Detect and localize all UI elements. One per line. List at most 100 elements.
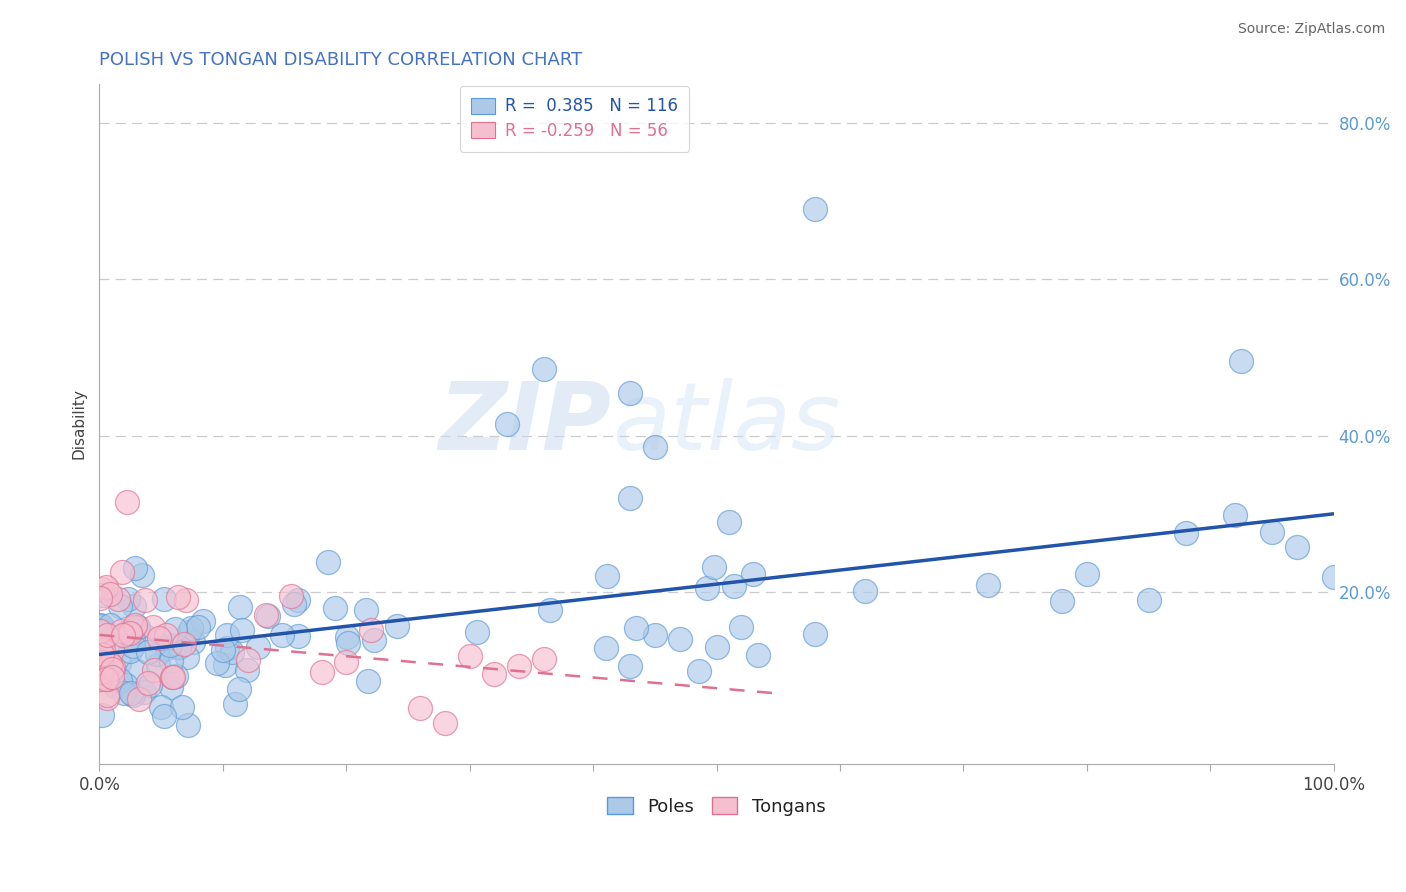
Point [153,592,176,607]
Point [160,680,183,694]
Point [214,657,236,672]
Point [138,645,160,659]
Point [257,608,280,623]
Point [730,620,752,634]
Point [156,640,179,655]
Point [101,662,124,676]
Point [127,620,149,634]
Point [142,620,165,634]
Point [90,665,112,680]
Point [110,624,132,638]
Point [112,686,135,700]
Point [91,619,114,633]
Point [148,658,170,673]
Point [160,670,183,684]
Point [101,659,124,673]
Point [120,685,142,699]
Point [104,679,127,693]
Point [316,555,339,569]
Point [212,642,235,657]
Point [96,691,118,706]
Point [148,631,170,645]
Point [98,667,121,681]
Point [98,587,121,601]
Point [357,674,380,689]
Point [89,591,111,605]
Point [162,669,184,683]
Point [619,491,641,506]
Point [508,658,530,673]
Point [172,700,194,714]
Point [311,665,333,679]
Point [363,632,385,647]
Point [280,589,302,603]
Point [111,628,134,642]
Point [117,592,139,607]
Point [96,688,118,702]
Point [287,629,309,643]
Point [101,670,124,684]
Point [804,627,827,641]
Point [619,659,641,673]
Point [118,644,141,658]
Point [644,441,666,455]
Point [89,618,111,632]
Legend: Poles, Tongans: Poles, Tongans [600,789,832,822]
Point [804,202,827,216]
Point [287,592,309,607]
Point [96,580,118,594]
Point [254,608,277,623]
Point [96,672,118,686]
Point [91,666,114,681]
Point [160,654,183,668]
Point [246,640,269,654]
Point [205,657,228,671]
Point [118,624,141,638]
Point [107,656,129,670]
Point [538,603,561,617]
Point [91,588,114,602]
Point [108,673,131,687]
Point [90,623,112,637]
Point [143,664,166,678]
Point [122,640,145,654]
Point [100,640,122,655]
Point [89,624,111,638]
Point [1050,594,1073,608]
Point [155,627,177,641]
Point [1285,541,1308,555]
Point [118,626,141,640]
Point [187,620,209,634]
Point [90,707,112,722]
Point [434,716,457,731]
Point [149,700,172,714]
Point [179,624,201,639]
Point [89,672,111,686]
Point [228,682,250,697]
Point [131,568,153,582]
Point [91,647,114,661]
Point [96,665,118,679]
Point [146,648,169,662]
Point [124,561,146,575]
Text: ZIP: ZIP [439,378,612,470]
Point [236,664,259,678]
Point [742,567,765,582]
Point [335,655,357,669]
Point [180,621,202,635]
Point [134,685,156,699]
Point [1137,592,1160,607]
Point [153,709,176,723]
Text: atlas: atlas [612,378,839,469]
Point [1323,570,1346,584]
Point [111,566,134,580]
Point [1223,508,1246,523]
Point [409,701,432,715]
Point [624,621,647,635]
Point [215,641,238,656]
Point [644,628,666,642]
Point [1076,567,1098,582]
Point [166,590,188,604]
Point [125,664,148,678]
Point [356,602,378,616]
